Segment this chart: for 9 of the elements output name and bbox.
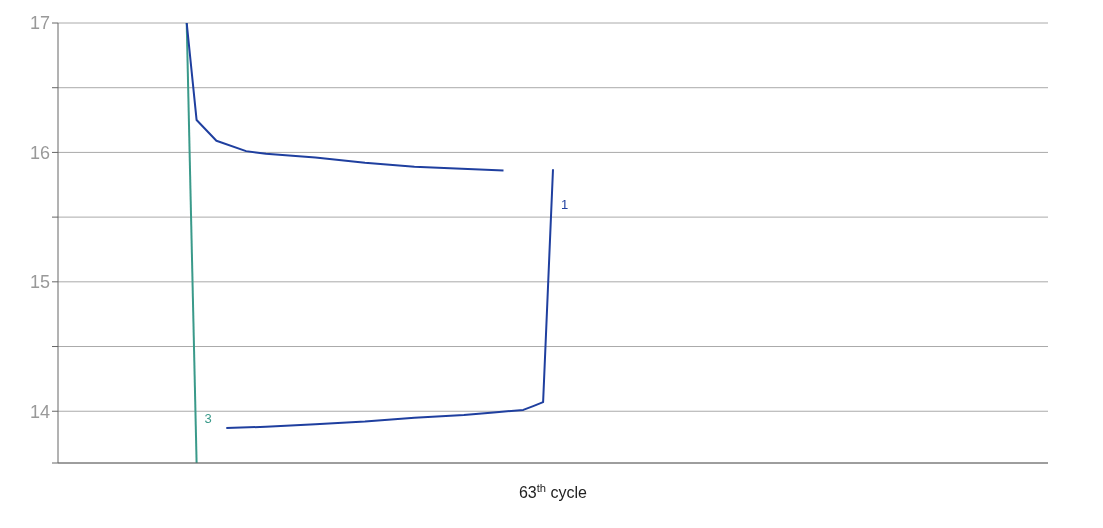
y-tick-label: 17 [29,13,50,34]
series-label: 1 [561,197,569,213]
series-label: 3 [204,411,212,426]
y-tick-label: 14 [29,401,50,422]
y-tick-label: 15 [29,272,50,293]
line-series [185,23,505,172]
x-axis-title: 63$^{th}$ cycle [518,482,588,501]
line-series [225,168,554,430]
y-tick-label: 16 [29,142,50,163]
